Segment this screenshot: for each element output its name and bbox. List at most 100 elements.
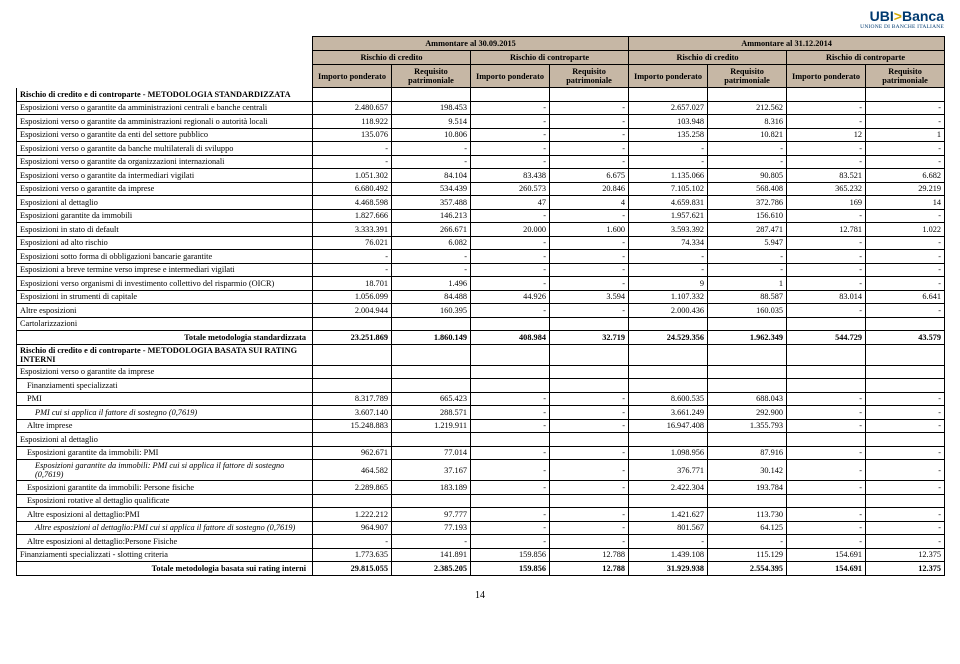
row-value: 1.421.627 — [629, 508, 708, 522]
row-value: - — [866, 392, 945, 406]
row-value: 12.375 — [866, 562, 945, 576]
row-value: - — [313, 155, 392, 169]
row-value: 1.860.149 — [392, 331, 471, 345]
row-value: 159.856 — [471, 562, 550, 576]
row-value: 1.107.332 — [629, 290, 708, 304]
row-value: - — [708, 250, 787, 264]
row-value: 544.729 — [787, 331, 866, 345]
row-value: 8.317.789 — [313, 392, 392, 406]
col-req: Requisito patrimoniale — [550, 65, 629, 88]
row-value: 14 — [866, 196, 945, 210]
row-value: - — [708, 535, 787, 549]
row-value: 288.571 — [392, 406, 471, 420]
row-value: 2.004.944 — [313, 304, 392, 318]
row-value: 9 — [629, 277, 708, 291]
row-value: - — [787, 392, 866, 406]
col-imp: Importo ponderato — [471, 65, 550, 88]
row-value — [866, 88, 945, 102]
row-label: Altre esposizioni al dettaglio:PMI cui s… — [17, 521, 313, 535]
row-label: Rischio di credito e di controparte - ME… — [17, 88, 313, 102]
logo-subtitle: UNIONE DI BANCHE ITALIANE — [16, 24, 944, 30]
row-value — [471, 317, 550, 331]
row-value: - — [787, 142, 866, 156]
row-value: - — [866, 406, 945, 420]
row-label: Esposizioni al dettaglio — [17, 196, 313, 210]
row-value — [629, 494, 708, 508]
row-label: Esposizioni in stato di default — [17, 223, 313, 237]
row-value: 10.806 — [392, 128, 471, 142]
row-value: 141.891 — [392, 548, 471, 562]
row-value: - — [392, 250, 471, 264]
row-value: 29.815.055 — [313, 562, 392, 576]
row-value: - — [866, 209, 945, 223]
row-value: - — [787, 419, 866, 433]
row-value: - — [787, 155, 866, 169]
row-value — [550, 433, 629, 447]
row-value: 464.582 — [313, 460, 392, 481]
row-value: 154.691 — [787, 562, 866, 576]
row-value: - — [550, 392, 629, 406]
row-value: 12.781 — [787, 223, 866, 237]
risk-cp-a: Rischio di controparte — [471, 51, 629, 65]
row-value: 1.056.099 — [313, 290, 392, 304]
row-value: 6.641 — [866, 290, 945, 304]
row-value — [787, 433, 866, 447]
row-value: 2.657.027 — [629, 101, 708, 115]
row-value — [471, 433, 550, 447]
row-value — [550, 317, 629, 331]
row-value: - — [866, 446, 945, 460]
row-value — [787, 379, 866, 393]
row-value: 1.135.066 — [629, 169, 708, 183]
row-value: 159.856 — [471, 548, 550, 562]
row-value: - — [471, 115, 550, 129]
row-value: - — [471, 236, 550, 250]
row-value — [629, 88, 708, 102]
risk-credit-a: Rischio di credito — [313, 51, 471, 65]
row-value: 118.922 — [313, 115, 392, 129]
row-value: - — [866, 250, 945, 264]
row-value: - — [787, 101, 866, 115]
row-value: 964.907 — [313, 521, 392, 535]
row-value — [708, 433, 787, 447]
logo-star: > — [894, 8, 902, 24]
row-value: 2.422.304 — [629, 481, 708, 495]
row-value: 6.682 — [866, 169, 945, 183]
row-value: - — [866, 419, 945, 433]
row-value: 160.395 — [392, 304, 471, 318]
row-value: 8.316 — [708, 115, 787, 129]
row-value — [866, 365, 945, 379]
row-label: Totale metodologia basata sui rating int… — [17, 562, 313, 576]
row-value: - — [471, 209, 550, 223]
row-value: 10.821 — [708, 128, 787, 142]
row-value: - — [471, 142, 550, 156]
row-value: 1.496 — [392, 277, 471, 291]
row-value — [550, 344, 629, 365]
row-label: Esposizioni garantite da immobili: PMI — [17, 446, 313, 460]
row-value: - — [550, 101, 629, 115]
row-value: - — [550, 250, 629, 264]
logo-ubi: UBI — [870, 8, 894, 24]
row-value — [392, 344, 471, 365]
row-value: - — [550, 142, 629, 156]
row-value: 266.671 — [392, 223, 471, 237]
row-value: - — [550, 128, 629, 142]
risk-table: Ammontare al 30.09.2015 Ammontare al 31.… — [16, 36, 945, 576]
row-value: - — [629, 250, 708, 264]
row-value: 292.900 — [708, 406, 787, 420]
row-label: Rischio di credito e di controparte - ME… — [17, 344, 313, 365]
row-value: - — [471, 128, 550, 142]
row-label: Esposizioni verso o garantite da amminis… — [17, 115, 313, 129]
row-value — [392, 379, 471, 393]
row-value: - — [629, 155, 708, 169]
row-value — [708, 88, 787, 102]
row-value: - — [866, 460, 945, 481]
row-value: 4.468.598 — [313, 196, 392, 210]
row-value: 2.000.436 — [629, 304, 708, 318]
row-value — [313, 317, 392, 331]
row-value: 376.771 — [629, 460, 708, 481]
row-value: - — [787, 304, 866, 318]
row-value: 12.788 — [550, 548, 629, 562]
row-value: 1.022 — [866, 223, 945, 237]
row-value: - — [866, 277, 945, 291]
row-value — [471, 344, 550, 365]
